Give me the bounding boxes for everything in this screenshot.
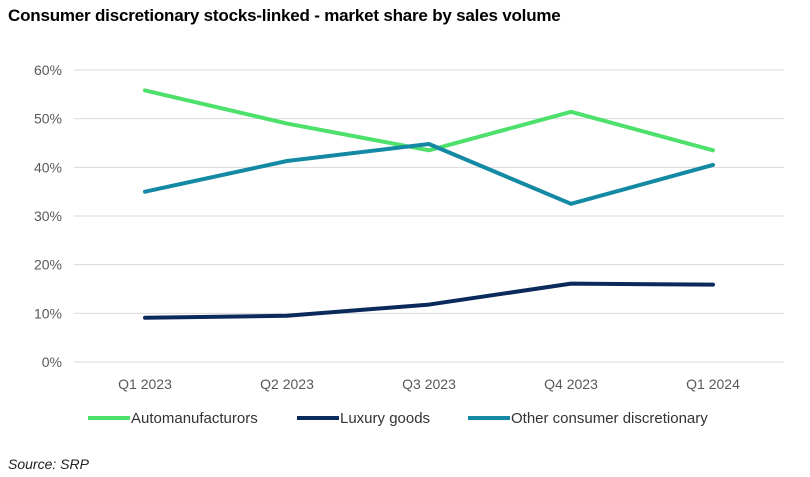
x-axis-ticks: Q1 2023 Q2 2023 Q3 2023 Q4 2023 Q1 2024 xyxy=(118,376,740,392)
y-tick-label: 60% xyxy=(34,62,62,78)
chart-title: Consumer discretionary stocks-linked - m… xyxy=(8,6,561,25)
legend-label: Automanufacturors xyxy=(131,410,258,427)
legend-label: Luxury goods xyxy=(340,410,430,427)
series-line xyxy=(143,88,715,153)
x-tick-label: Q1 2024 xyxy=(686,376,740,392)
y-tick-label: 30% xyxy=(34,208,62,224)
y-tick-label: 50% xyxy=(34,111,62,127)
y-tick-label: 10% xyxy=(34,305,62,321)
x-tick-label: Q2 2023 xyxy=(260,376,314,392)
y-axis-ticks: 0% 10% 20% 30% 40% 50% 60% xyxy=(34,62,62,370)
y-tick-label: 20% xyxy=(34,257,62,273)
x-tick-label: Q1 2023 xyxy=(118,376,172,392)
x-tick-label: Q4 2023 xyxy=(544,376,598,392)
series-lines xyxy=(143,88,715,320)
y-tick-label: 40% xyxy=(34,159,62,175)
y-tick-label: 0% xyxy=(42,354,62,370)
series-line xyxy=(143,141,715,206)
x-tick-label: Q3 2023 xyxy=(402,376,456,392)
source-note: Source: SRP xyxy=(8,456,89,472)
series-line xyxy=(143,281,715,320)
legend-label: Other consumer discretionary xyxy=(511,410,708,427)
legend: Automanufacturors Luxury goods Other consu… xyxy=(88,410,708,427)
gridlines xyxy=(74,69,784,363)
